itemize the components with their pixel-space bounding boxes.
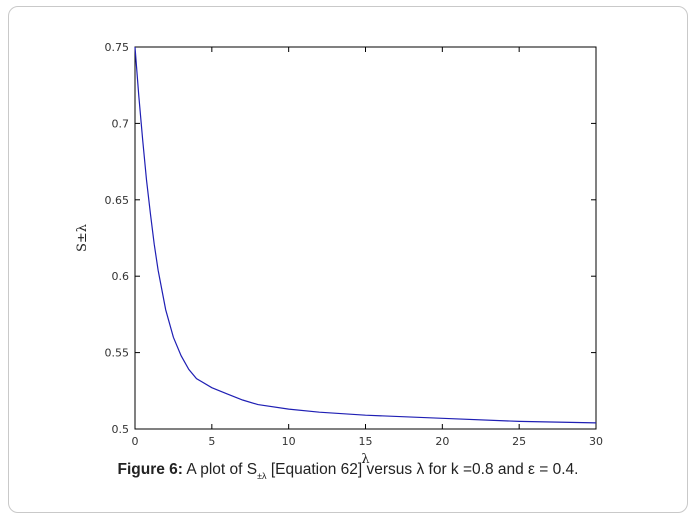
x-tick-label: 20 bbox=[435, 435, 449, 448]
x-tick-label: 5 bbox=[208, 435, 215, 448]
y-tick-label: 0.7 bbox=[112, 117, 130, 130]
x-tick-label: 30 bbox=[589, 435, 603, 448]
x-tick-label: 25 bbox=[512, 435, 526, 448]
x-tick-label: 10 bbox=[282, 435, 296, 448]
y-tick-label: 0.65 bbox=[105, 194, 130, 207]
y-axis-label: S±λ bbox=[75, 224, 90, 252]
caption-text-start: A plot of S bbox=[186, 461, 257, 478]
plot-area bbox=[135, 47, 596, 429]
y-tick-label: 0.55 bbox=[105, 347, 130, 360]
y-tick-label: 0.6 bbox=[112, 270, 130, 283]
caption-label: Figure 6: bbox=[118, 461, 183, 478]
figure-caption: Figure 6: A plot of S±λ [Equation 62] ve… bbox=[0, 461, 696, 481]
y-tick-label: 0.75 bbox=[105, 41, 130, 54]
x-tick-label: 0 bbox=[132, 435, 139, 448]
y-tick-label: 0.5 bbox=[112, 423, 130, 436]
caption-text-end: [Equation 62] versus λ for k =0.8 and ε … bbox=[267, 461, 579, 478]
x-tick-label: 15 bbox=[359, 435, 373, 448]
caption-subscript: ±λ bbox=[257, 471, 266, 481]
